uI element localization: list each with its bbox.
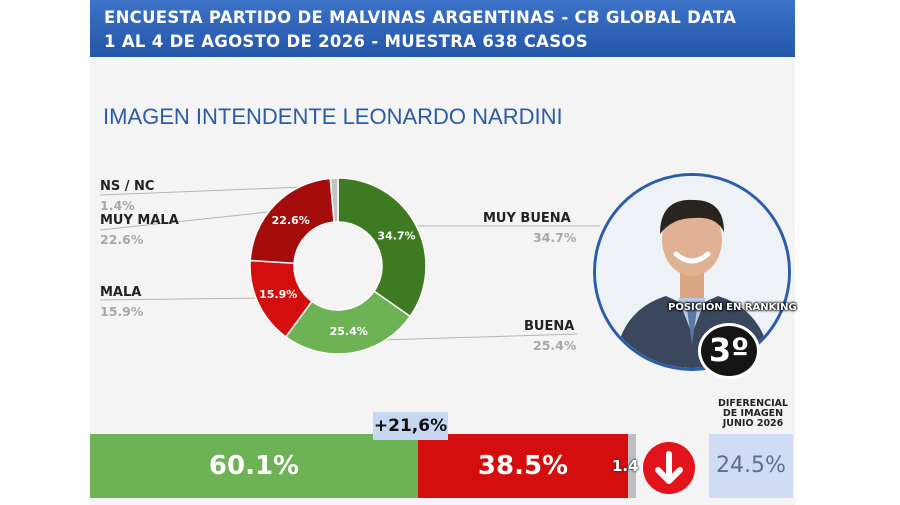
differential-label-line-1: DIFERENCIAL — [717, 398, 789, 409]
down-arrow-icon — [643, 442, 695, 494]
legend-label-ns-nc: NS / NC — [100, 179, 155, 194]
slice-label: 22.6% — [272, 214, 310, 227]
differential-label: DIFERENCIAL DE IMAGEN JUNIO 2026 — [703, 399, 803, 429]
legend-label-mala: MALA — [100, 285, 142, 300]
ns-bar — [628, 434, 636, 498]
legend-value-muy-mala: 22.6% — [100, 232, 144, 247]
ranking-label: POSICIÓN EN RANKING — [668, 302, 797, 313]
chart-title: IMAGEN INTENDENTE LEONARDO NARDINI — [103, 104, 563, 129]
header-banner: ENCUESTA PARTIDO DE MALVINAS ARGENTINAS … — [90, 0, 795, 57]
legend-value-muy-buena: 34.7% — [533, 230, 577, 245]
leader-line — [99, 185, 331, 196]
slice-ns-nc — [329, 177, 339, 223]
positive-bar — [90, 434, 418, 498]
slice-label: 34.7% — [377, 229, 415, 242]
negative-bar — [418, 434, 628, 498]
legend-label-muy-mala: MUY MALA — [100, 213, 179, 228]
legend-value-mala: 15.9% — [100, 304, 144, 319]
negative-value: 38.5% — [477, 451, 569, 481]
header-title: ENCUESTA PARTIDO DE MALVINAS ARGENTINAS … — [104, 8, 737, 27]
differential-box — [709, 434, 793, 498]
legend-value-buena: 25.4% — [533, 338, 577, 353]
positive-value: 60.1% — [208, 451, 300, 481]
candidate-photo — [593, 173, 791, 371]
leader-line — [99, 210, 279, 231]
differential-label-line-2: DE IMAGEN — [722, 408, 784, 419]
legend-label-muy-buena: MUY BUENA — [483, 211, 571, 226]
header-subtitle: 1 AL 4 DE AGOSTO DE 2026 - MUESTRA 638 C… — [104, 32, 588, 51]
difference-value: +21,6% — [373, 416, 448, 436]
ranking-value: 3º — [708, 331, 750, 369]
legend-value-ns-nc: 1.4% — [100, 198, 135, 213]
differential-label-line-3: JUNIO 2026 — [722, 418, 784, 429]
person-icon — [596, 176, 788, 368]
ns-value: 1.4 — [612, 457, 639, 475]
legend-label-buena: BUENA — [524, 319, 575, 334]
slice-label: 15.9% — [259, 288, 297, 301]
slice-muy-buena — [337, 177, 427, 318]
slice-label: 25.4% — [330, 325, 368, 338]
leader-line — [379, 333, 578, 341]
leader-line — [99, 297, 263, 301]
difference-badge — [373, 412, 448, 440]
slice-buena — [284, 290, 412, 355]
ranking-badge — [698, 323, 760, 379]
differential-value: 24.5% — [716, 453, 786, 478]
